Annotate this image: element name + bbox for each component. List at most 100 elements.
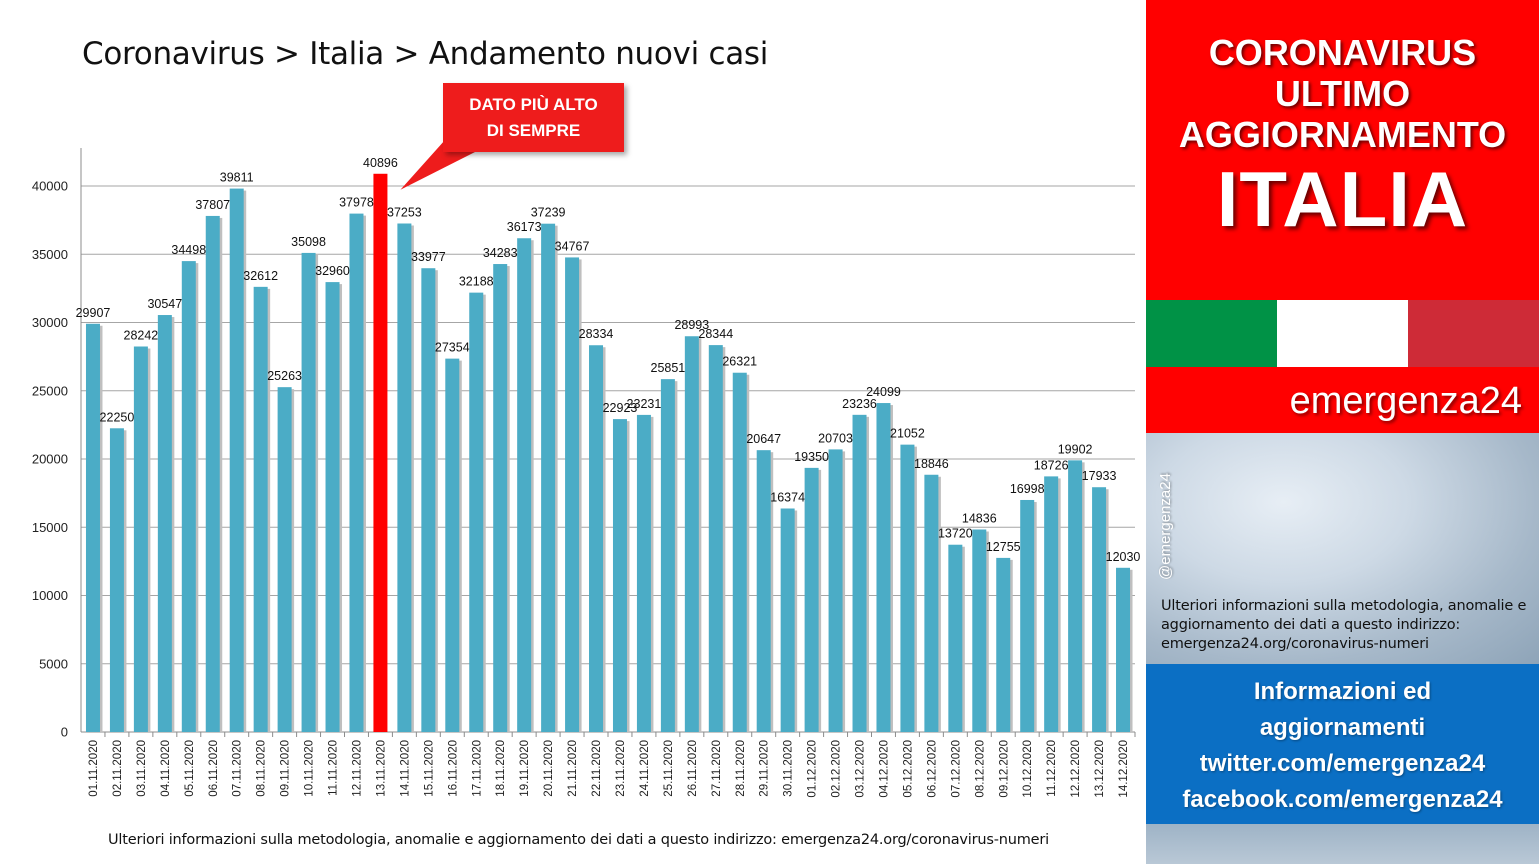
bar	[85, 323, 100, 732]
x-tick-label: 13.11.2020	[375, 740, 387, 797]
brand-name: emergenza24	[1146, 367, 1539, 433]
bar	[852, 414, 867, 732]
data-label: 25263	[267, 369, 302, 383]
x-tick-label: 25.11.2020	[663, 740, 675, 797]
data-label: 32612	[243, 269, 278, 283]
data-label: 19902	[1058, 442, 1093, 456]
data-label: 34498	[171, 243, 206, 257]
y-tick-label: 0	[61, 725, 68, 740]
panel-bottom-photo	[1146, 824, 1539, 864]
bar	[1044, 476, 1059, 732]
data-label: 12755	[986, 540, 1021, 554]
y-tick-label: 10000	[32, 588, 68, 603]
x-tick-label: 03.11.2020	[136, 740, 148, 797]
bar	[517, 238, 532, 732]
italian-flag	[1146, 300, 1539, 367]
data-label: 26321	[722, 355, 757, 369]
data-label: 32960	[315, 264, 350, 278]
data-label: 22250	[100, 410, 135, 424]
callout-pointer	[400, 140, 475, 190]
x-tick-label: 04.12.2020	[878, 740, 890, 798]
info-line-2: aggiornamenti	[1259, 714, 1426, 741]
x-tick-label: 15.11.2020	[423, 740, 435, 797]
bar	[828, 449, 843, 732]
x-tick-label: 01.11.2020	[88, 740, 100, 797]
data-label: 33977	[411, 250, 446, 264]
facebook-link[interactable]: facebook.com/emergenza24	[1182, 786, 1503, 813]
data-label: 28344	[698, 327, 733, 341]
headline-banner: CORONAVIRUS ULTIMO AGGIORNAMENTO ITALIA	[1146, 0, 1539, 300]
bar	[804, 467, 819, 732]
data-label: 28993	[674, 318, 709, 332]
footnote: Ulteriori informazioni sulla metodologia…	[108, 832, 1049, 848]
data-label: 40896	[363, 156, 398, 170]
data-label: 24099	[866, 385, 901, 399]
social-handle: @emergenza24	[1157, 473, 1174, 580]
annotation-callout: DATO PIÙ ALTO DI SEMPRE	[443, 83, 624, 152]
x-tick-label: 08.12.2020	[974, 740, 986, 798]
banner-country: ITALIA	[1216, 155, 1469, 243]
data-label: 18726	[1034, 458, 1069, 472]
bar	[732, 372, 747, 732]
data-label: 13720	[938, 527, 973, 541]
flag-white-stripe	[1277, 300, 1408, 367]
x-tick-label: 24.11.2020	[639, 740, 651, 797]
bar	[636, 414, 651, 732]
x-tick-label: 29.11.2020	[759, 740, 771, 797]
x-tick-label: 14.12.2020	[1118, 740, 1130, 798]
bar	[109, 428, 124, 732]
x-tick-label: 02.11.2020	[112, 740, 124, 797]
background-photo	[1146, 433, 1539, 664]
data-label: 22923	[603, 401, 638, 415]
x-tick-label: 09.12.2020	[998, 740, 1010, 798]
data-label: 34283	[483, 246, 518, 260]
bar	[1068, 460, 1083, 732]
bar	[541, 223, 556, 732]
bar	[325, 282, 340, 732]
y-tick-label: 20000	[32, 452, 68, 467]
data-label: 17933	[1082, 469, 1117, 483]
x-tick-label: 12.12.2020	[1070, 740, 1082, 798]
y-tick-label: 30000	[32, 315, 68, 330]
x-tick-label: 01.12.2020	[807, 740, 819, 798]
data-label: 32188	[459, 275, 494, 289]
x-tick-label: 28.11.2020	[735, 740, 747, 797]
bar	[397, 223, 412, 732]
bar	[780, 508, 795, 732]
bar	[133, 346, 148, 732]
bar	[589, 345, 604, 732]
y-tick-label: 40000	[32, 179, 68, 194]
data-label: 28242	[124, 328, 159, 342]
flag-green-stripe	[1146, 300, 1277, 367]
banner-line-2: ULTIMO	[1274, 73, 1411, 114]
twitter-link[interactable]: twitter.com/emergenza24	[1199, 750, 1486, 777]
data-label: 39811	[220, 171, 254, 185]
data-label: 12030	[1106, 550, 1141, 564]
x-tick-label: 10.11.2020	[304, 740, 316, 797]
x-tick-label: 08.11.2020	[256, 740, 268, 797]
bar	[948, 544, 963, 732]
data-label: 36173	[507, 220, 542, 234]
bar	[373, 173, 388, 732]
bar	[612, 419, 627, 732]
bar	[277, 387, 292, 732]
data-label: 19350	[794, 450, 829, 464]
bar	[349, 213, 364, 733]
x-tick-label: 06.11.2020	[208, 740, 220, 797]
y-tick-label: 35000	[32, 247, 68, 262]
x-tick-label: 11.12.2020	[1046, 740, 1058, 797]
info-line-1: Informazioni ed	[1253, 678, 1432, 705]
annotation-line2: DI SEMPRE	[486, 120, 581, 140]
data-label: 37978	[339, 196, 374, 210]
bar	[660, 379, 675, 732]
bar	[493, 264, 508, 732]
data-label: 25851	[651, 361, 686, 375]
bar-chart: 0 5000 10000 15000 20000 25000 30000 35000 40000…	[32, 140, 1141, 798]
bar	[205, 215, 220, 732]
data-label: 14836	[962, 511, 997, 525]
x-tick-label: 10.12.2020	[1022, 740, 1034, 798]
bar	[972, 529, 987, 732]
data-label: 30547	[147, 297, 182, 311]
annotation-line1: DATO PIÙ ALTO	[469, 94, 598, 114]
y-tick-label: 15000	[32, 520, 68, 535]
